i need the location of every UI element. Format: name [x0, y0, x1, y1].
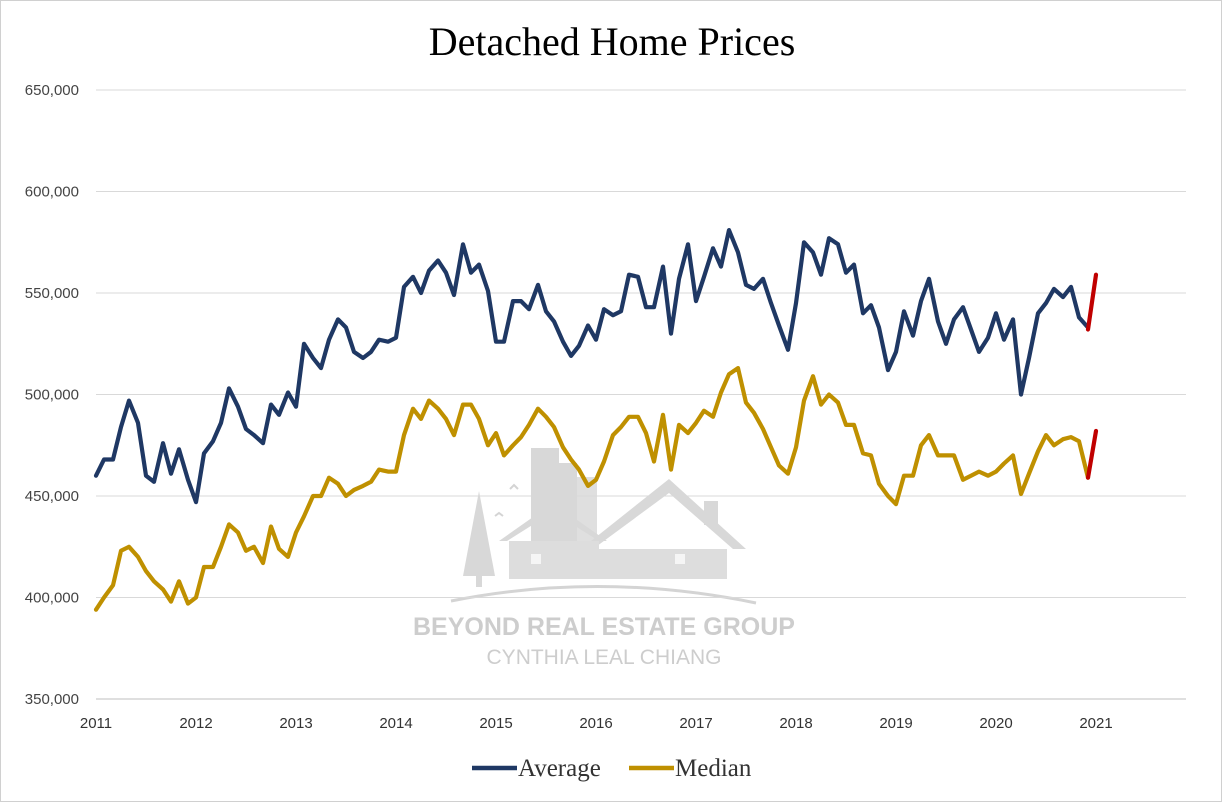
legend-label-median: Median [675, 755, 752, 782]
x-tick-label: 2016 [579, 715, 612, 732]
y-axis: 350,000 400,000 450,000 500,000 550,000 600,0… [25, 82, 79, 708]
watermark-line2: CYNTHIA LEAL CHIANG [487, 646, 722, 669]
y-tick-label: 550,000 [25, 285, 79, 302]
series-line-median [93, 366, 1091, 612]
y-tick-label: 400,000 [25, 590, 79, 607]
projection-line-average [1085, 272, 1099, 332]
grid [96, 89, 1186, 700]
chart-title: Detached Home Prices [429, 19, 796, 64]
y-tick-label: 500,000 [25, 387, 79, 404]
projection-line-median [1085, 428, 1099, 480]
legend: Average Median [472, 755, 752, 782]
x-axis: 2011 2012 2013 2014 2015 2016 2017 2018 2019 2020… [80, 715, 1113, 732]
x-tick-label: 2021 [1079, 715, 1112, 732]
x-tick-label: 2012 [179, 715, 212, 732]
watermark: BEYOND REAL ESTATE GROUP CYNTHIA LEAL CH… [413, 448, 795, 669]
x-tick-label: 2018 [779, 715, 812, 732]
series-line-average [93, 228, 1091, 505]
series-group [93, 228, 1099, 612]
watermark-line1: BEYOND REAL ESTATE GROUP [413, 613, 795, 641]
x-tick-label: 2014 [379, 715, 412, 732]
x-tick-label: 2013 [279, 715, 312, 732]
watermark-logo-icon [450, 448, 757, 605]
x-tick-label: 2017 [679, 715, 712, 732]
y-tick-label: 600,000 [25, 184, 79, 201]
x-tick-label: 2015 [479, 715, 512, 732]
y-tick-label: 450,000 [25, 488, 79, 505]
x-tick-label: 2011 [80, 715, 112, 732]
x-tick-label: 2019 [879, 715, 912, 732]
y-tick-label: 350,000 [25, 691, 79, 708]
legend-label-average: Average [518, 755, 601, 782]
x-tick-label: 2020 [979, 715, 1012, 732]
y-tick-label: 650,000 [25, 82, 79, 99]
